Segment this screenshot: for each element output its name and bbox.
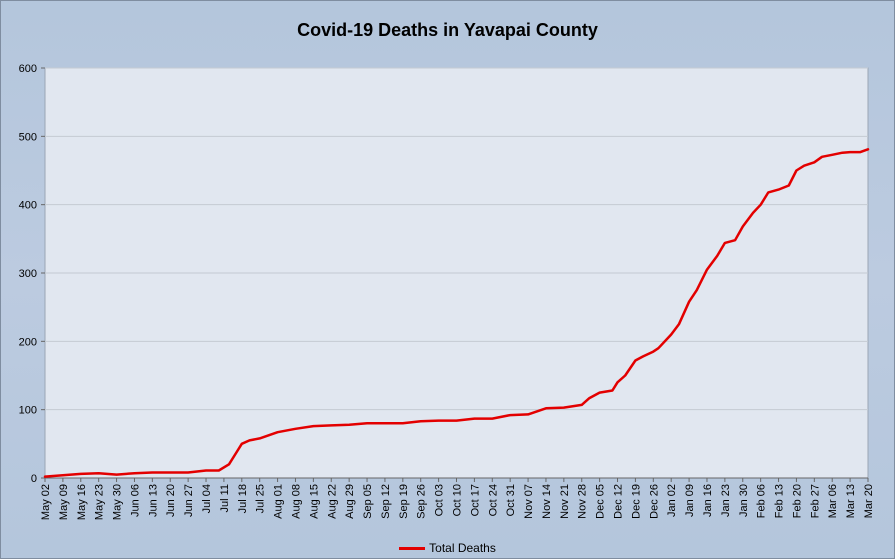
x-tick-label: Oct 24 [487,484,499,516]
x-tick-label: Feb 13 [774,484,786,518]
y-tick-label: 500 [19,131,37,143]
x-tick-label: Oct 17 [469,484,481,516]
x-tick-label: Aug 29 [344,484,356,519]
x-tick-label: Aug 01 [273,484,285,519]
x-tick-label: Dec 05 [595,484,607,519]
y-tick-label: 300 [19,268,37,280]
x-tick-label: Jul 25 [255,484,267,513]
x-tick-label: Jul 04 [201,484,213,513]
x-tick-label: Dec 12 [613,484,625,519]
x-tick-label: Feb 06 [756,484,768,518]
x-tick-label: Sep 05 [362,484,374,519]
x-tick-label: Oct 10 [452,484,464,516]
x-tick-label: Feb 27 [809,484,821,518]
x-tick-label: Jan 30 [738,484,750,517]
x-tick-label: Jun 06 [129,484,141,517]
x-tick-label: Nov 28 [577,484,589,519]
x-tick-label: Dec 26 [648,484,660,519]
y-tick-label: 200 [19,336,37,348]
x-tick-label: Jul 11 [219,484,231,513]
x-tick-label: Aug 22 [326,484,338,519]
x-tick-label: Dec 19 [630,484,642,519]
x-tick-label: Nov 14 [541,484,553,519]
x-tick-label: Jun 20 [165,484,177,517]
x-tick-label: May 30 [112,484,124,520]
x-tick-label: Nov 21 [559,484,571,519]
x-tick-label: Oct 31 [505,484,517,516]
x-tick-label: Jan 02 [666,484,678,517]
x-tick-label: Aug 15 [308,484,320,519]
y-tick-label: 100 [19,405,37,417]
legend-label: Total Deaths [429,541,496,555]
x-tick-label: May 09 [58,484,70,520]
x-tick-label: Nov 07 [523,484,535,519]
x-tick-label: Jan 09 [684,484,696,517]
y-tick-label: 400 [19,200,37,212]
x-tick-label: Mar 13 [845,484,857,518]
x-tick-label: Jan 23 [720,484,732,517]
x-tick-label: May 16 [76,484,88,520]
x-tick-label: Jun 27 [183,484,195,517]
y-tick-label: 0 [31,473,37,485]
x-tick-label: Oct 03 [434,484,446,516]
series-line-total-deaths [43,148,870,478]
x-tick-label: Sep 19 [398,484,410,519]
chart-title: Covid-19 Deaths in Yavapai County [297,20,598,40]
x-tick-label: Jan 16 [702,484,714,517]
x-tick-label: May 23 [94,484,106,520]
x-tick-label: Feb 20 [791,484,803,518]
x-tick-label: Aug 08 [290,484,302,519]
x-tick-label: Jun 13 [147,484,159,517]
x-tick-label: Mar 06 [827,484,839,518]
legend-swatch [399,547,426,551]
x-tick-label: Jul 18 [237,484,249,513]
x-tick-label: Sep 26 [416,484,428,519]
legend: Total Deaths [0,541,895,555]
y-tick-label: 600 [19,63,37,75]
x-tick-label: May 02 [40,484,52,520]
x-tick-label: Mar 20 [863,484,875,518]
x-tick-label: Sep 12 [380,484,392,519]
